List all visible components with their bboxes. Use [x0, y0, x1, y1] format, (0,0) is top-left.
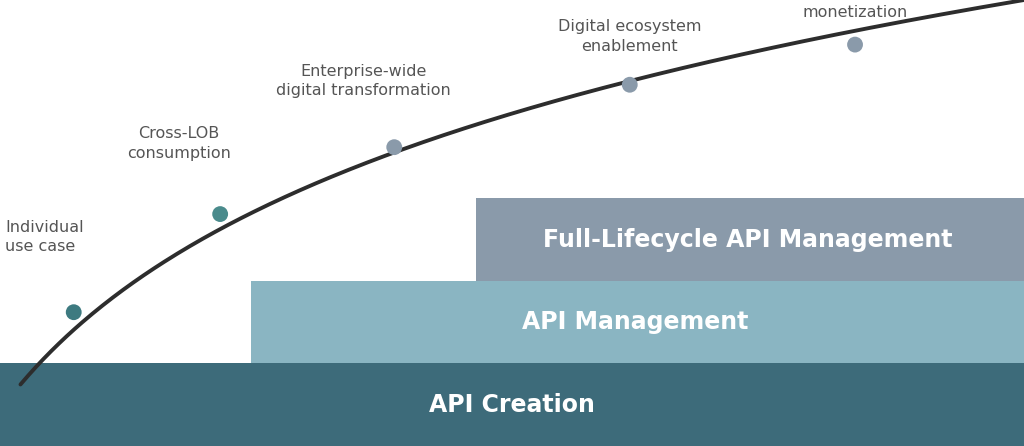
FancyBboxPatch shape	[251, 281, 1024, 363]
Text: Cross-LOB
consumption: Cross-LOB consumption	[127, 126, 231, 161]
Text: Enterprise-wide
digital transformation: Enterprise-wide digital transformation	[276, 64, 451, 98]
Text: API Management: API Management	[521, 310, 749, 334]
Text: Digital ecosystem
enablement: Digital ecosystem enablement	[558, 19, 701, 54]
Point	[622, 81, 638, 88]
Point	[847, 41, 863, 48]
FancyBboxPatch shape	[0, 363, 1024, 446]
Text: Individual
use case: Individual use case	[5, 220, 84, 254]
Point	[212, 211, 228, 218]
Point	[386, 144, 402, 151]
FancyBboxPatch shape	[476, 198, 1024, 281]
Text: API Creation: API Creation	[429, 392, 595, 417]
Text: Data
monetization: Data monetization	[803, 0, 907, 20]
Point	[66, 309, 82, 316]
Text: Full-Lifecycle API Management: Full-Lifecycle API Management	[543, 227, 952, 252]
